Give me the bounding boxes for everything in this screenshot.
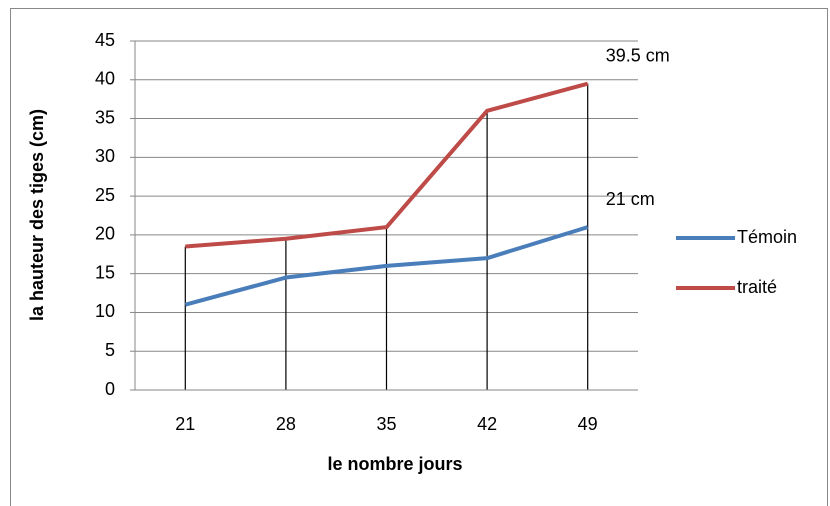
y-tick-label: 25 [95,185,115,205]
x-tick-label: 28 [276,414,296,434]
y-tick-label: 40 [95,69,115,89]
chart-frame [10,8,828,506]
x-axis-title: le nombre jours [327,454,462,474]
legend-label: traité [737,277,777,297]
y-tick-label: 10 [95,301,115,321]
y-axis-title: la hauteur des tiges (cm) [27,109,47,321]
x-tick-label: 35 [376,414,396,434]
x-tick-label: 42 [477,414,497,434]
series-line [185,81,589,249]
y-tick-label: 5 [105,340,115,360]
end-label: 39.5 cm [606,45,670,65]
x-tick-label: 21 [175,414,195,434]
y-tick-label: 45 [95,30,115,50]
y-tick-label: 30 [95,146,115,166]
series-line [184,225,589,307]
y-tick-label: 20 [95,224,115,244]
y-tick-label: 0 [105,379,115,399]
end-label: 21 cm [606,189,655,209]
y-tick-label: 35 [95,107,115,127]
x-tick-label: 49 [578,414,598,434]
y-tick-label: 15 [95,262,115,282]
legend-label: Témoin [737,227,797,247]
